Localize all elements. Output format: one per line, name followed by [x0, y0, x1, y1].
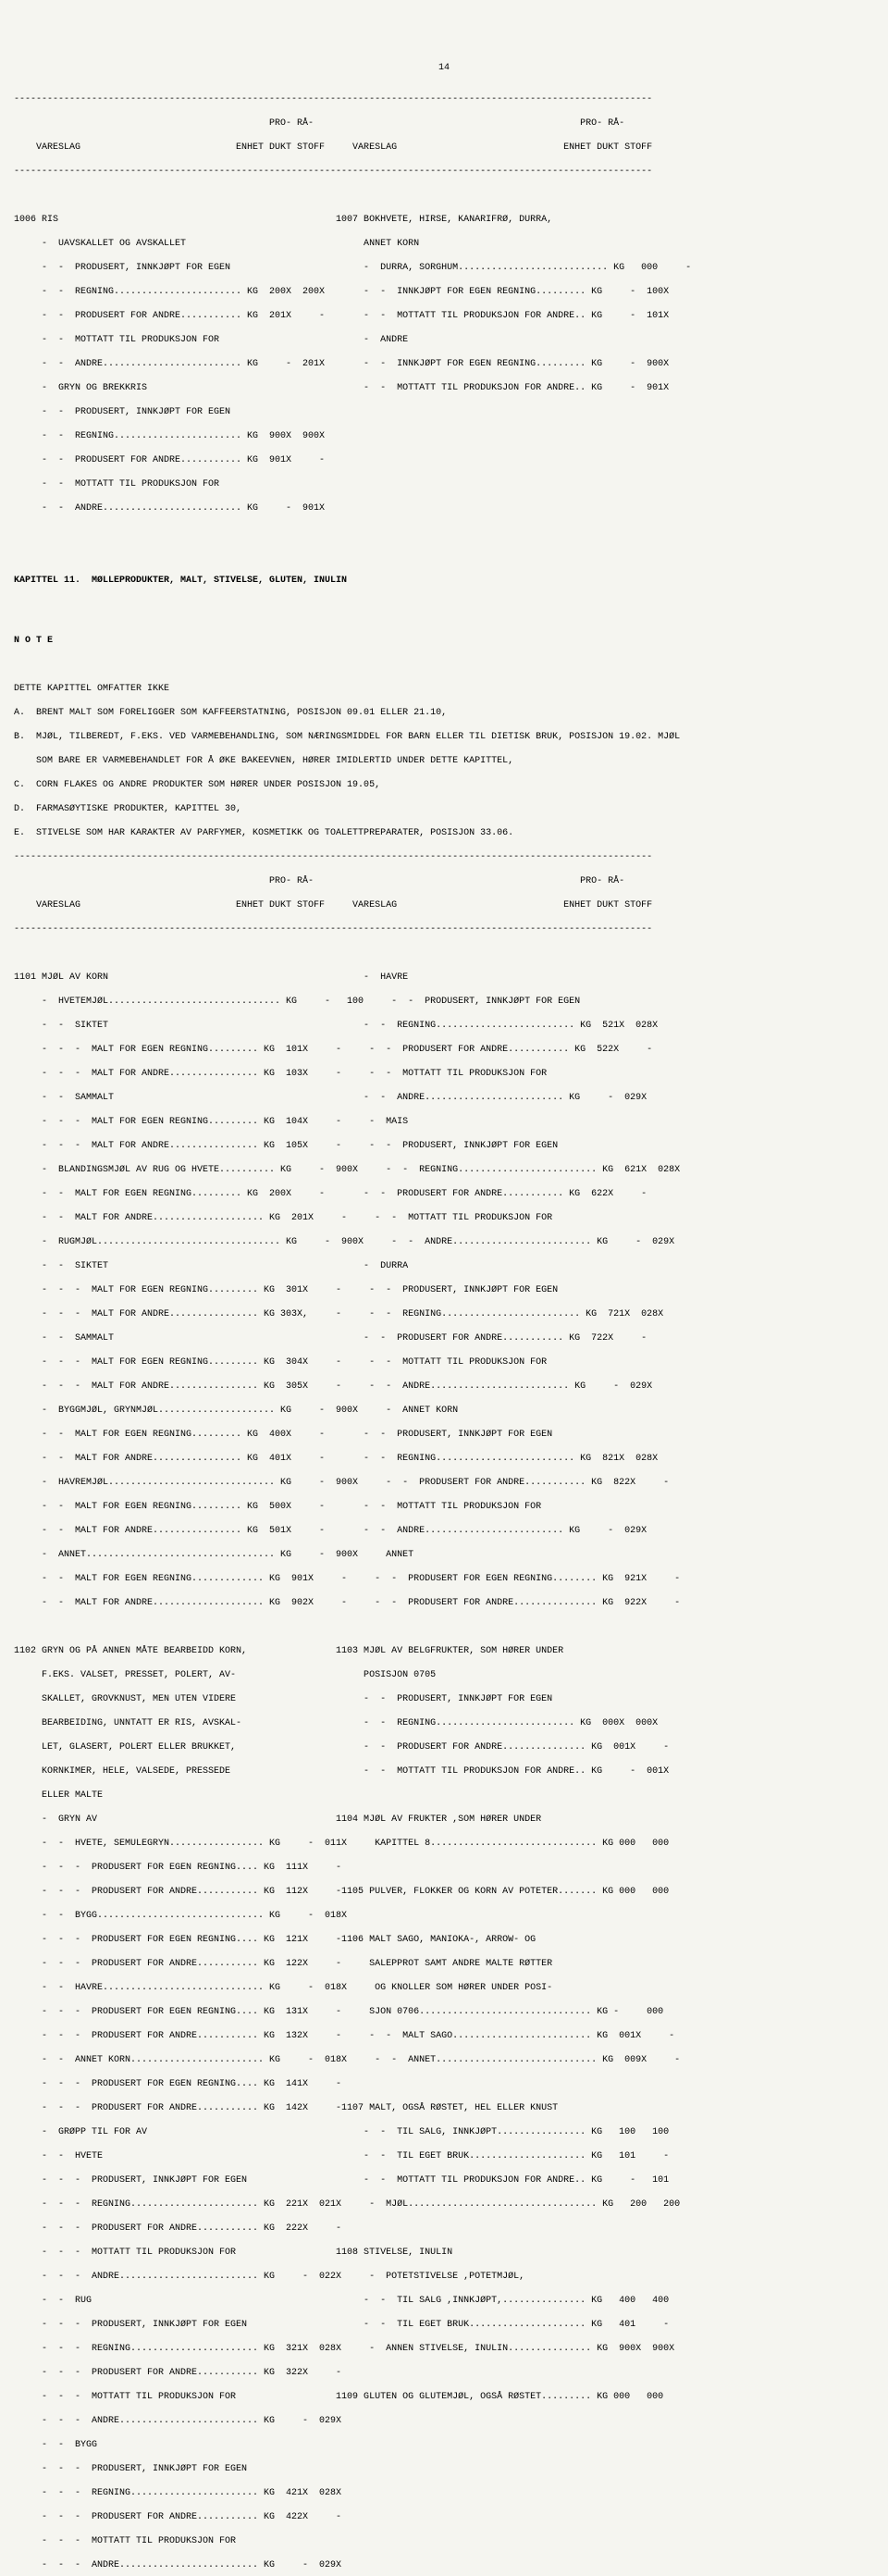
table-row: - - - ANDRE......................... KG …: [14, 2271, 874, 2283]
table-row: - - HVETE - - TIL EGET BRUK.............…: [14, 2150, 874, 2162]
table-row: - - - PRODUSERT FOR ANDRE........... KG …: [14, 2367, 874, 2379]
table-row: SKALLET, GROVKNUST, MEN UTEN VIDERE - - …: [14, 1693, 874, 1705]
table-row: 1102 GRYN OG PÅ ANNEN MÅTE BEARBEIDD KOR…: [14, 1645, 874, 1657]
table-row: - - MALT FOR ANDRE.................... K…: [14, 1212, 874, 1224]
table-row: - ANNET.................................…: [14, 1549, 874, 1561]
table-row: - - - MALT FOR EGEN REGNING......... KG …: [14, 1044, 874, 1056]
table-row: - - - MOTTATT TIL PRODUKSJON FOR: [14, 2535, 874, 2547]
table-row: - - BYGG.............................. K…: [14, 1910, 874, 1922]
table-row: - - SIKTET - - REGNING..................…: [14, 1020, 874, 1032]
table-row: - - - ANDRE......................... KG …: [14, 2415, 874, 2427]
table-row: - HVETEMJØL.............................…: [14, 996, 874, 1008]
table-row: - - - REGNING....................... KG …: [14, 2198, 874, 2211]
table-row: - - PRODUSERT FOR ANDRE........... KG 90…: [14, 454, 874, 466]
note-line: E. STIVELSE SOM HAR KARAKTER AV PARFYMER…: [14, 827, 874, 839]
table-row: - - - PRODUSERT, INNKJØPT FOR EGEN - - T…: [14, 2319, 874, 2331]
page-number: 14: [14, 62, 874, 74]
table-row: F.EKS. VALSET, PRESSET, POLERT, AV- POSI…: [14, 1669, 874, 1681]
table-row: - RUGMJØL...............................…: [14, 1236, 874, 1248]
table-row: - - - PRODUSERT FOR EGEN REGNING.... KG …: [14, 2078, 874, 2090]
table-row: - - MALT FOR EGEN REGNING......... KG 50…: [14, 1501, 874, 1513]
table-row: - - PRODUSERT, INNKJØPT FOR EGEN: [14, 406, 874, 418]
rule: ----------------------------------------…: [14, 851, 874, 863]
table-row: - - - REGNING....................... KG …: [14, 2487, 874, 2499]
table-row: - - - MALT FOR EGEN REGNING......... KG …: [14, 1356, 874, 1368]
table-row: - - - MALT FOR ANDRE................ KG …: [14, 1308, 874, 1320]
table-row: - - MALT FOR ANDRE................ KG 50…: [14, 1525, 874, 1537]
table-row: - BLANDINGSMJØL AV RUG OG HVETE.........…: [14, 1164, 874, 1176]
note-line: SOM BARE ER VARMEBEHANDLET FOR Å ØKE BAK…: [14, 755, 874, 767]
table-row: - - MALT FOR EGEN REGNING......... KG 20…: [14, 1188, 874, 1200]
note-line: A. BRENT MALT SOM FORELIGGER SOM KAFFEER…: [14, 707, 874, 719]
table-row: - - - MALT FOR ANDRE................ KG …: [14, 1140, 874, 1152]
table-row: - - - PRODUSERT, INNKJØPT FOR EGEN: [14, 2463, 874, 2475]
table-row: - GRYN OG BREKKRIS - - MOTTATT TIL PRODU…: [14, 382, 874, 394]
table-row: - - RUG - - TIL SALG ,INNKJØPT,.........…: [14, 2295, 874, 2307]
table-row: - - PRODUSERT FOR ANDRE........... KG 20…: [14, 310, 874, 322]
table-row: - - ANNET KORN........................ K…: [14, 2054, 874, 2066]
header-line2: VARESLAG ENHET DUKT STOFF VARESLAG ENHET…: [14, 142, 874, 154]
header-rule2: ----------------------------------------…: [14, 166, 874, 178]
table-row: - HAVREMJØL.............................…: [14, 1477, 874, 1489]
table-row: - - - MALT FOR EGEN REGNING......... KG …: [14, 1284, 874, 1296]
header-line1: PRO- RÅ- PRO- RÅ-: [14, 875, 874, 887]
header-line2: VARESLAG ENHET DUKT STOFF VARESLAG ENHET…: [14, 899, 874, 911]
table-row: ELLER MALTE: [14, 1790, 874, 1802]
table-row: - - - ANDRE......................... KG …: [14, 2559, 874, 2571]
table-row: - - - PRODUSERT FOR EGEN REGNING.... KG …: [14, 1934, 874, 1946]
table-row: - GRØPP TIL FOR AV - - TIL SALG, INNKJØP…: [14, 2126, 874, 2138]
note-line: B. MJØL, TILBEREDT, F.EKS. VED VARMEBEHA…: [14, 731, 874, 743]
header-line1: PRO- RÅ- PRO- RÅ-: [14, 118, 874, 130]
table-row: - - - PRODUSERT, INNKJØPT FOR EGEN - - M…: [14, 2174, 874, 2186]
table-row: - BYGGMJØL, GRYNMJØL....................…: [14, 1405, 874, 1417]
table-row: - - BYGG: [14, 2439, 874, 2451]
table-row: KORNKIMER, HELE, VALSEDE, PRESSEDE - - M…: [14, 1765, 874, 1777]
table-row: - - MALT FOR EGEN REGNING......... KG 40…: [14, 1429, 874, 1441]
table-row: - - MALT FOR ANDRE.................... K…: [14, 1597, 874, 1609]
table-row: - - - PRODUSERT FOR ANDRE........... KG …: [14, 2511, 874, 2523]
table-row: - - MOTTATT TIL PRODUKSJON FOR: [14, 478, 874, 490]
table-row: - - - PRODUSERT FOR EGEN REGNING.... KG …: [14, 2006, 874, 2018]
table-row: - - SAMMALT - - ANDRE...................…: [14, 1092, 874, 1104]
table-row: - - MALT FOR ANDRE................ KG 40…: [14, 1453, 874, 1465]
table-row: LET, GLASERT, POLERT ELLER BRUKKET, - - …: [14, 1741, 874, 1753]
table-row: - - - MALT FOR ANDRE................ KG …: [14, 1381, 874, 1393]
table-row: - - - MALT FOR ANDRE................ KG …: [14, 1068, 874, 1080]
table-row: - - HVETE, SEMULEGRYN................. K…: [14, 1838, 874, 1850]
table-row: - - MALT FOR EGEN REGNING............. K…: [14, 1573, 874, 1585]
table-row: - GRYN AV 1104 MJØL AV FRUKTER ,SOM HØRE…: [14, 1814, 874, 1826]
table-row: - - SAMMALT - - PRODUSERT FOR ANDRE.....…: [14, 1332, 874, 1344]
table-row: - - - PRODUSERT FOR ANDRE........... KG …: [14, 1886, 874, 1898]
table-row: - - - MOTTATT TIL PRODUKSJON FOR 1108 ST…: [14, 2247, 874, 2259]
table-row: - - HAVRE............................. K…: [14, 1982, 874, 1994]
table-row: BEARBEIDING, UNNTATT ER RIS, AVSKAL- - -…: [14, 1717, 874, 1729]
table-row: - - ANDRE......................... KG - …: [14, 502, 874, 514]
table-row: 1101 MJØL AV KORN - HAVRE: [14, 972, 874, 984]
table-row: - - PRODUSERT, INNKJØPT FOR EGEN - DURRA…: [14, 262, 874, 274]
table-row: - - - PRODUSERT FOR EGEN REGNING.... KG …: [14, 1862, 874, 1874]
note-line: D. FARMASØYTISKE PRODUKTER, KAPITTEL 30,: [14, 803, 874, 815]
table-row: - - REGNING....................... KG 20…: [14, 286, 874, 298]
table-row: - - ANDRE......................... KG - …: [14, 358, 874, 370]
table-row: - - MOTTATT TIL PRODUKSJON FOR - ANDRE: [14, 334, 874, 346]
table-row: - - REGNING....................... KG 90…: [14, 430, 874, 442]
table-row: - - - MALT FOR EGEN REGNING......... KG …: [14, 1116, 874, 1128]
table-row: - - - REGNING....................... KG …: [14, 2343, 874, 2355]
table-row: - - - MOTTATT TIL PRODUKSJON FOR 1109 GL…: [14, 2391, 874, 2403]
note-intro: DETTE KAPITTEL OMFATTER IKKE: [14, 683, 874, 695]
table-row: - - - PRODUSERT FOR ANDRE........... KG …: [14, 1958, 874, 1970]
table-row: - - - PRODUSERT FOR ANDRE........... KG …: [14, 2223, 874, 2235]
note-line: C. CORN FLAKES OG ANDRE PRODUKTER SOM HØ…: [14, 779, 874, 791]
table-row: 1006 RIS 1007 BOKHVETE, HIRSE, KANARIFRØ…: [14, 214, 874, 226]
table-row: - - - PRODUSERT FOR ANDRE........... KG …: [14, 2030, 874, 2042]
note-title: N O T E: [14, 635, 874, 647]
table-row: - - - PRODUSERT FOR ANDRE........... KG …: [14, 2102, 874, 2114]
table-row: - - SIKTET - DURRA: [14, 1260, 874, 1272]
chapter-title: KAPITTEL 11. MØLLEPRODUKTER, MALT, STIVE…: [14, 575, 874, 587]
header-rule: ----------------------------------------…: [14, 93, 874, 105]
table-row: - UAVSKALLET OG AVSKALLET ANNET KORN: [14, 238, 874, 250]
rule: ----------------------------------------…: [14, 923, 874, 935]
